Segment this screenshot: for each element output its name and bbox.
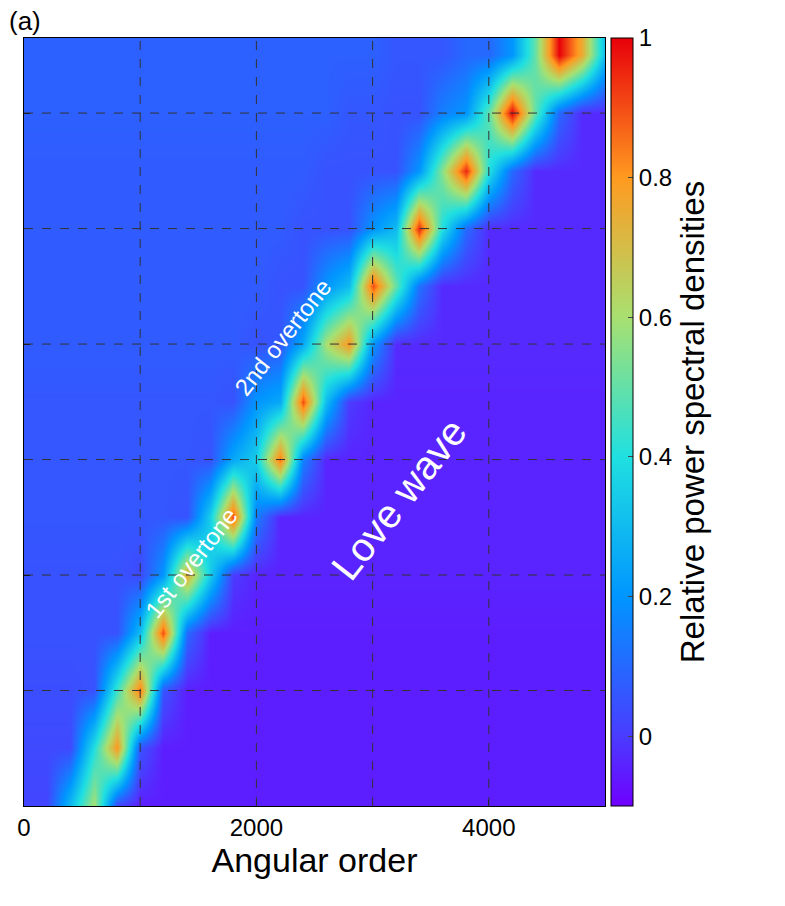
svg-text:Angular order: Angular order — [211, 841, 417, 879]
svg-text:1st overtone: 1st overtone — [140, 502, 243, 623]
svg-text:4000: 4000 — [462, 814, 515, 841]
svg-text:Love wave: Love wave — [323, 410, 475, 588]
svg-text:2nd overtone: 2nd overtone — [229, 274, 337, 401]
svg-text:0.6: 0.6 — [639, 304, 672, 331]
svg-text:0: 0 — [17, 814, 30, 841]
svg-text:(a): (a) — [9, 6, 41, 36]
svg-text:2000: 2000 — [230, 814, 283, 841]
svg-text:0.2: 0.2 — [639, 583, 672, 610]
svg-text:0.8: 0.8 — [639, 164, 672, 191]
svg-text:0.4: 0.4 — [639, 443, 672, 470]
svg-text:Relative power spectral densit: Relative power spectral densities — [674, 181, 711, 663]
svg-text:1: 1 — [639, 24, 652, 51]
svg-text:0: 0 — [639, 723, 652, 750]
